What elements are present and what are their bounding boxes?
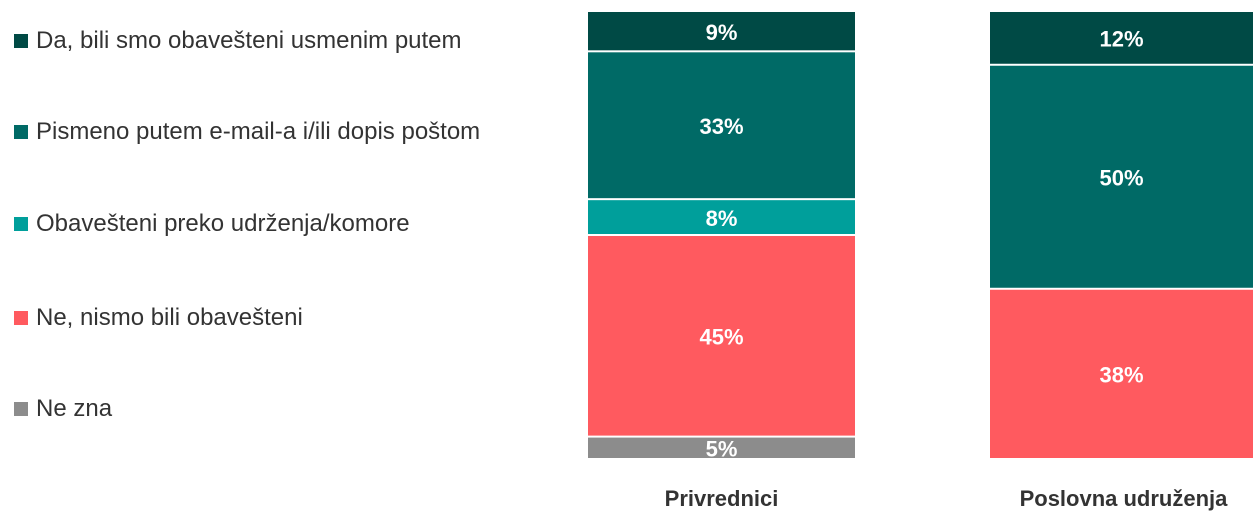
bar-segment <box>588 12 855 51</box>
data-label: 45% <box>699 325 743 350</box>
legend-label: Da, bili smo obavešteni usmenim putem <box>36 27 462 54</box>
data-label: 9% <box>706 20 738 45</box>
legend-swatch <box>14 34 28 48</box>
legend-swatch <box>14 125 28 139</box>
data-label: 5% <box>706 437 738 462</box>
bar-segment <box>588 52 855 199</box>
bar-segment <box>990 289 1253 458</box>
legend-swatch <box>14 217 28 231</box>
data-label: 38% <box>1099 363 1143 388</box>
legend-item: Da, bili smo obavešteni usmenim putem <box>14 23 534 59</box>
legend-label: Pismeno putem e-mail-a i/ili dopis pošto… <box>36 118 481 145</box>
bar-segment <box>990 65 1253 288</box>
data-label: 33% <box>699 114 743 139</box>
legend-label: Ne zna <box>36 395 113 422</box>
legend-item: Obavešteni preko udrženja/komore <box>14 206 534 242</box>
legend-item: Ne zna <box>14 391 534 427</box>
x-tick-label: Privrednici <box>665 486 779 511</box>
legend-label: Obavešteni preko udrženja/komore <box>36 210 410 237</box>
data-label: 12% <box>1099 27 1143 52</box>
bar-segment <box>588 200 855 234</box>
bar-segment <box>588 236 855 436</box>
bar-segment <box>990 12 1253 64</box>
bar-segment <box>588 437 855 458</box>
x-tick-label: Poslovna udruženja <box>1020 486 1229 511</box>
legend-item: Pismeno putem e-mail-a i/ili dopis pošto… <box>14 114 534 150</box>
legend-label: Ne, nismo bili obavešteni <box>36 304 303 331</box>
legend-swatch <box>14 311 28 325</box>
data-label: 8% <box>706 206 738 231</box>
legend-swatch <box>14 402 28 416</box>
legend-item: Ne, nismo bili obavešteni <box>14 300 534 336</box>
data-label: 50% <box>1099 166 1143 191</box>
